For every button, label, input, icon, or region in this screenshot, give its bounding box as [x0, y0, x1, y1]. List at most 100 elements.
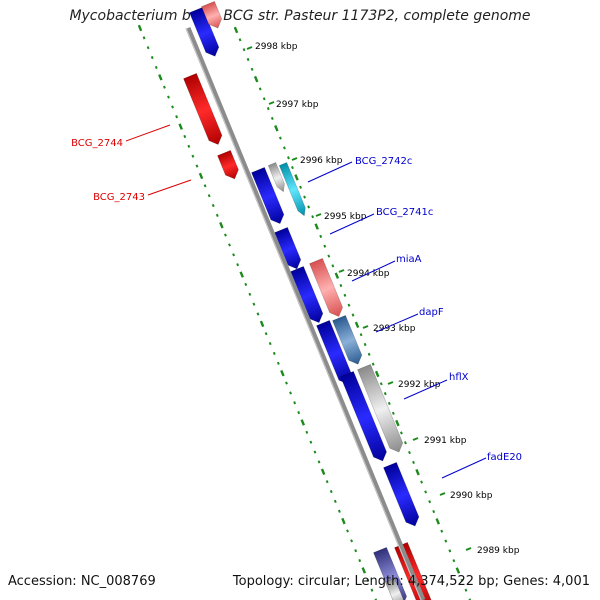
gene-label-fadE20: fadE20: [487, 452, 522, 463]
outer-scale-tick: [215, 213, 219, 217]
gene-arrow-miaA: [309, 257, 343, 317]
gene-arrow-miaA-left: [290, 265, 324, 324]
inner-scale-tick: [253, 75, 259, 83]
outer-scale-tick: [289, 391, 292, 395]
inner-scale-tick: [399, 431, 403, 435]
callout-line-bcg2742c: [307, 161, 353, 183]
inner-scale-tick: [314, 223, 319, 230]
outer-scale-tick: [175, 115, 179, 119]
gene-arrow-bcg2743: [217, 149, 239, 180]
outer-scale-tick: [171, 105, 174, 109]
inner-scale-tick: [343, 293, 347, 297]
inner-scale-tick: [359, 333, 363, 337]
scale-label-2997: 2997 kbp: [276, 100, 319, 110]
outer-scale-tick: [333, 499, 337, 503]
outer-scale-tick: [305, 430, 309, 434]
outer-scale-tick: [228, 243, 231, 247]
outer-scale-tick: [211, 203, 215, 208]
inner-scale-tick: [274, 125, 279, 132]
outer-scale-tick: [224, 233, 227, 237]
outer-scale-tick: [252, 302, 256, 306]
scale-label-2998: 2998 kbp: [255, 42, 298, 52]
outer-scale-tick: [374, 598, 378, 600]
inner-scale-tick: [339, 283, 343, 288]
outer-scale-tick: [187, 144, 191, 148]
outer-scale-tick: [207, 194, 211, 198]
inner-scale-tick: [258, 87, 262, 91]
callout-line-fadE20: [441, 457, 487, 479]
outer-scale-tick: [268, 342, 272, 346]
inner-scale-tick: [334, 272, 340, 279]
outer-scale-tick: [350, 539, 354, 543]
outer-scale-tick: [183, 134, 187, 139]
inner-scale-tick: [460, 578, 464, 582]
gene-label-bcg2741c: BCG_2741c: [376, 207, 433, 218]
outer-scale-tick: [198, 172, 204, 180]
outer-scale-tick: [358, 558, 362, 563]
outer-scale-tick: [264, 332, 268, 336]
gene-label-dapF: dapF: [419, 307, 444, 318]
inner-scale-tick: [303, 195, 307, 199]
outer-scale-tick: [272, 351, 276, 356]
callout-line-dapF: [375, 313, 419, 333]
gene-arrow-hflX-left: [340, 370, 387, 462]
gene-arrow-top-blue: [189, 6, 220, 57]
inner-scale-tick: [420, 480, 424, 484]
outer-scale-tick: [142, 36, 146, 40]
inner-scale-tick: [404, 441, 407, 445]
inner-scale-tick: [455, 567, 461, 574]
inner-scale-tick: [351, 313, 355, 317]
inner-scale-tick: [387, 401, 391, 406]
inner-scale-tick: [307, 205, 311, 209]
outer-scale-tick: [346, 529, 349, 533]
outer-scale-tick: [219, 222, 224, 229]
outer-scale-tick: [248, 292, 252, 296]
scale-major-tick: [439, 492, 446, 496]
outer-scale-tick: [370, 588, 374, 592]
outer-scale-tick: [191, 154, 195, 158]
outer-scale-tick: [239, 271, 244, 278]
inner-scale-tick: [412, 460, 415, 464]
accession-text: Accession: NC_008769: [8, 574, 156, 589]
inner-scale-tick: [363, 342, 367, 347]
outer-scale-tick: [203, 184, 207, 188]
scale-major-tick: [291, 157, 298, 161]
inner-scale-tick: [238, 38, 242, 42]
inner-scale-tick: [468, 598, 472, 600]
outer-scale-tick: [232, 253, 236, 257]
outer-scale-tick: [325, 480, 329, 484]
inner-scale-tick: [282, 146, 286, 150]
inner-scale-tick: [246, 57, 250, 62]
scale-label-2994: 2994 kbp: [347, 269, 390, 279]
inner-scale-tick: [367, 352, 371, 356]
inner-scale-tick: [448, 549, 452, 553]
outer-scale-tick: [158, 74, 163, 81]
genome-backbone-highlight: [185, 27, 422, 600]
scale-major-tick: [465, 547, 472, 551]
outer-scale-tick: [154, 65, 158, 70]
inner-scale-tick: [299, 185, 302, 189]
gene-arrow-fadE20: [383, 461, 420, 527]
inner-scale-tick: [444, 539, 448, 543]
callout-line-bcg2744: [125, 124, 171, 142]
inner-scale-tick: [347, 303, 351, 307]
inner-scale-tick: [408, 451, 411, 455]
inner-scale-tick: [294, 174, 299, 181]
scale-label-2992: 2992 kbp: [398, 380, 441, 390]
inner-scale-tick: [319, 234, 323, 238]
outer-scale-tick: [285, 381, 288, 385]
gene-track: [183, 0, 432, 600]
inner-scale-tick: [391, 411, 395, 415]
scale-major-tick: [246, 46, 253, 50]
scale-major-tick: [315, 213, 322, 217]
inner-scale-tick: [250, 67, 254, 71]
outer-scale-tick: [137, 24, 143, 32]
inner-scale-tick: [262, 97, 266, 101]
inner-scale-tick: [354, 321, 360, 329]
inner-scale-tick: [331, 264, 335, 268]
inner-scale-tick: [435, 518, 440, 525]
inner-scale-tick: [327, 254, 331, 258]
outer-scale-tick: [300, 419, 306, 426]
inner-scale-tick: [374, 370, 380, 378]
